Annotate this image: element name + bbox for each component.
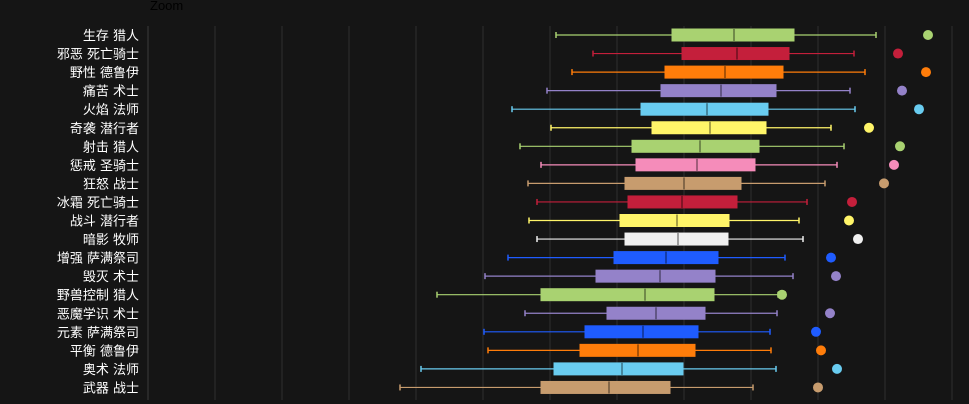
box (635, 158, 756, 172)
category-label: 奥术 法师 (83, 363, 139, 378)
box (640, 102, 769, 116)
category-label: 暗影 牧师 (83, 233, 139, 248)
box (624, 176, 742, 190)
category-label: 毁灭 术士 (83, 270, 139, 285)
box (664, 65, 784, 79)
category-label: 奇袭 潜行者 (70, 121, 139, 137)
box (579, 343, 696, 357)
box (660, 84, 777, 98)
box (540, 380, 671, 394)
outlier-point (847, 196, 857, 207)
outlier-point (889, 159, 899, 170)
outlier-point (825, 308, 835, 319)
outlier-point (879, 178, 889, 189)
outlier-point (816, 345, 826, 356)
box (631, 139, 760, 153)
box (540, 288, 715, 302)
box (595, 269, 716, 283)
box (671, 28, 795, 42)
grid-layer (147, 26, 953, 400)
outlier-point (921, 67, 931, 78)
box (627, 195, 738, 209)
category-label: 狂怒 战士 (83, 177, 139, 192)
outlier-point (853, 234, 863, 245)
outlier-point (831, 271, 841, 282)
category-label: 恶魔学识 术士 (57, 306, 139, 322)
outlier-point (813, 382, 823, 393)
box (624, 232, 729, 246)
box (584, 325, 699, 339)
box (606, 306, 706, 320)
category-label: 平衡 德鲁伊 (70, 344, 139, 359)
box (681, 47, 790, 61)
zoom-button[interactable]: Zoom (150, 0, 184, 13)
category-label: 战斗 潜行者 (70, 215, 139, 230)
category-label: 野性 德鲁伊 (70, 66, 139, 81)
outlier-point (864, 122, 874, 133)
outlier-point (893, 48, 903, 59)
box-series (399, 28, 933, 394)
box (619, 214, 730, 227)
category-label: 冰霜 死亡骑士 (57, 196, 139, 211)
box (613, 251, 719, 265)
outlier-point (897, 85, 907, 96)
category-label: 生存 猎人 (83, 29, 139, 44)
outlier-point (826, 252, 836, 263)
outlier-point (777, 289, 787, 300)
category-label: 武器 战士 (83, 381, 139, 396)
category-label: 增强 萨满祭司 (57, 252, 139, 267)
category-label: 惩戒 圣骑士 (70, 159, 139, 174)
category-label: 野兽控制 猎人 (57, 289, 139, 304)
category-label: 邪恶 死亡骑士 (57, 48, 139, 63)
category-label: 火焰 法师 (83, 103, 139, 118)
box (553, 362, 684, 376)
outlier-point (832, 363, 842, 374)
outlier-point (811, 326, 821, 337)
outlier-point (923, 30, 933, 40)
outlier-point (844, 215, 854, 226)
category-label: 元素 萨满祭司 (57, 326, 139, 341)
box (651, 121, 767, 135)
category-label: 射击 猎人 (83, 139, 139, 155)
category-label: 痛苦 术士 (83, 84, 139, 100)
outlier-point (895, 141, 905, 152)
outlier-point (914, 104, 924, 115)
